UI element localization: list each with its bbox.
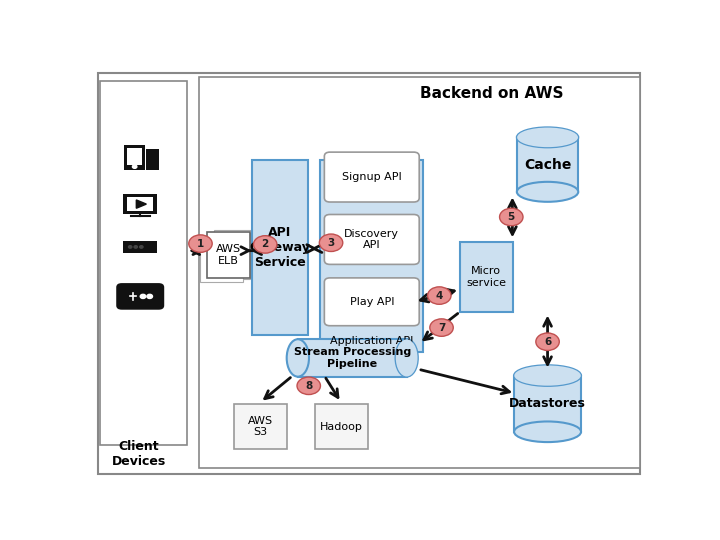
Circle shape: [430, 319, 454, 336]
Text: Hadoop: Hadoop: [320, 422, 363, 431]
Circle shape: [500, 208, 523, 226]
Circle shape: [536, 333, 559, 350]
Ellipse shape: [514, 365, 581, 386]
FancyBboxPatch shape: [124, 145, 145, 171]
FancyBboxPatch shape: [116, 283, 164, 310]
FancyBboxPatch shape: [99, 73, 639, 474]
FancyBboxPatch shape: [459, 241, 513, 312]
FancyBboxPatch shape: [517, 137, 578, 192]
Text: Discovery
API: Discovery API: [344, 228, 400, 250]
Text: 8: 8: [305, 381, 312, 391]
Circle shape: [147, 294, 153, 299]
Circle shape: [128, 246, 132, 248]
FancyBboxPatch shape: [199, 77, 639, 468]
Circle shape: [132, 165, 137, 168]
FancyBboxPatch shape: [124, 241, 157, 253]
FancyBboxPatch shape: [145, 149, 159, 170]
Ellipse shape: [395, 339, 418, 377]
Text: Datastores: Datastores: [509, 397, 586, 410]
FancyBboxPatch shape: [298, 339, 407, 377]
Text: 7: 7: [438, 322, 445, 333]
Text: Cache: Cache: [524, 158, 571, 172]
Text: Application API: Application API: [330, 336, 413, 346]
Circle shape: [320, 234, 343, 252]
Text: Signup API: Signup API: [342, 172, 402, 182]
FancyBboxPatch shape: [127, 198, 153, 211]
FancyBboxPatch shape: [214, 231, 256, 276]
Text: 2: 2: [261, 239, 269, 249]
Circle shape: [189, 235, 212, 252]
Text: 6: 6: [544, 337, 552, 347]
Text: Micro
service: Micro service: [466, 266, 506, 288]
Text: 5: 5: [508, 212, 515, 222]
FancyBboxPatch shape: [234, 404, 287, 449]
Ellipse shape: [517, 182, 578, 202]
Text: 1: 1: [197, 239, 204, 248]
Circle shape: [134, 246, 138, 248]
FancyBboxPatch shape: [315, 404, 368, 449]
FancyBboxPatch shape: [514, 375, 581, 432]
Text: Client
Devices: Client Devices: [112, 440, 166, 468]
Circle shape: [428, 287, 451, 305]
FancyBboxPatch shape: [324, 152, 419, 202]
Text: AWS
ELB: AWS ELB: [216, 244, 241, 266]
Circle shape: [297, 377, 320, 395]
Text: API
Gateway
Service: API Gateway Service: [249, 226, 310, 269]
Circle shape: [140, 246, 143, 248]
Circle shape: [253, 235, 277, 253]
Ellipse shape: [517, 127, 578, 147]
Ellipse shape: [396, 340, 418, 376]
Ellipse shape: [517, 127, 578, 147]
Text: AWS
S3: AWS S3: [248, 416, 273, 437]
FancyBboxPatch shape: [252, 160, 307, 335]
Polygon shape: [136, 200, 146, 208]
Text: 4: 4: [436, 291, 443, 301]
FancyBboxPatch shape: [324, 278, 419, 326]
FancyBboxPatch shape: [200, 236, 243, 282]
Circle shape: [140, 294, 145, 299]
Ellipse shape: [287, 339, 309, 377]
Text: Play API: Play API: [349, 297, 394, 307]
Text: Backend on AWS: Backend on AWS: [420, 86, 564, 102]
FancyBboxPatch shape: [320, 160, 423, 352]
FancyBboxPatch shape: [127, 147, 142, 165]
Ellipse shape: [514, 422, 581, 442]
FancyBboxPatch shape: [124, 194, 157, 214]
FancyBboxPatch shape: [100, 82, 186, 446]
Ellipse shape: [514, 366, 581, 386]
Text: Stream Processing
Pipeline: Stream Processing Pipeline: [294, 347, 411, 369]
FancyBboxPatch shape: [207, 233, 250, 279]
Text: 3: 3: [328, 238, 335, 248]
FancyBboxPatch shape: [207, 232, 250, 278]
FancyBboxPatch shape: [324, 214, 419, 265]
